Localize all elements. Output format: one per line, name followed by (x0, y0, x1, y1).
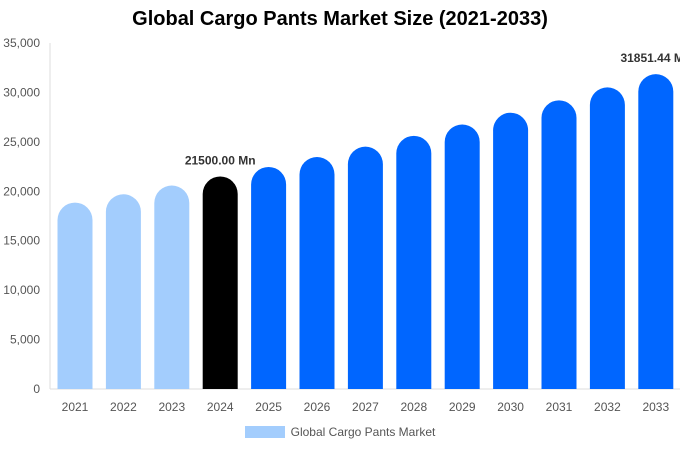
bar-2028 (396, 135, 432, 389)
y-tick-label: 15,000 (3, 234, 40, 248)
bar-2033 (638, 74, 674, 389)
x-tick-label: 2031 (546, 400, 573, 414)
chart-title: Global Cargo Pants Market Size (2021-203… (132, 8, 548, 30)
x-tick-label: 2023 (158, 400, 185, 414)
legend: Global Cargo Pants Market (0, 425, 680, 439)
data-label: 21500.00 Mn (185, 153, 256, 167)
bar-2031 (541, 100, 577, 389)
x-tick-label: 2021 (62, 400, 89, 414)
data-label: 31851.44 Mn (620, 51, 680, 65)
x-tick-label: 2026 (304, 400, 331, 414)
bar-2021 (57, 202, 93, 389)
bar-2032 (589, 87, 625, 390)
bar-2022 (105, 194, 141, 389)
bar-2025 (251, 166, 287, 389)
x-tick-label: 2030 (497, 400, 524, 414)
x-tick-label: 2024 (207, 400, 234, 414)
y-tick-label: 25,000 (3, 135, 40, 149)
bar-2023 (154, 185, 190, 389)
x-tick-label: 2032 (594, 400, 621, 414)
bar-2024 (202, 176, 238, 389)
y-tick-label: 0 (33, 382, 40, 396)
y-tick-label: 20,000 (3, 184, 40, 198)
y-tick-label: 10,000 (3, 283, 40, 297)
x-tick-label: 2029 (449, 400, 476, 414)
bar-2029 (444, 124, 480, 389)
legend-swatch (244, 426, 285, 438)
y-tick-label: 5,000 (10, 333, 40, 347)
y-tick-label: 35,000 (3, 36, 40, 50)
bar-2026 (299, 157, 335, 389)
bar-2030 (493, 112, 529, 390)
x-tick-label: 2022 (110, 400, 137, 414)
bar-2027 (347, 146, 383, 389)
legend-label: Global Cargo Pants Market (290, 425, 436, 439)
x-tick-label: 2033 (642, 400, 669, 414)
x-tick-label: 2028 (400, 400, 427, 414)
x-tick-label: 2025 (255, 400, 282, 414)
x-tick-label: 2027 (352, 400, 379, 414)
y-tick-label: 30,000 (3, 85, 40, 99)
